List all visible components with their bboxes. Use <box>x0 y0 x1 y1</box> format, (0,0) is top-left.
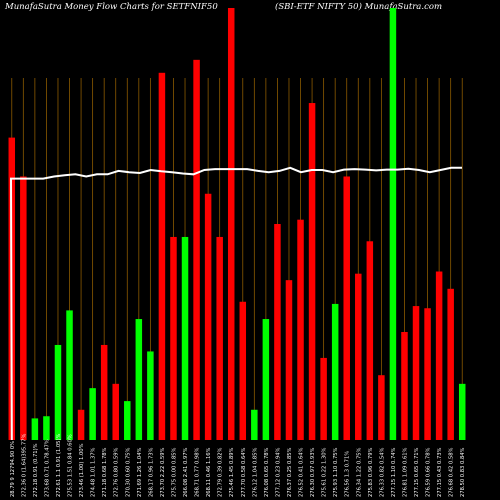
bar <box>54 344 62 440</box>
x-tick-label: 276.81 1.09 0.61% <box>402 447 408 497</box>
x-tick-label: 277.15 1.10 0.74% <box>391 447 397 497</box>
x-tick-label: 275.75 0.00 0.85% <box>171 447 177 497</box>
bar <box>20 176 27 441</box>
bar <box>401 332 408 440</box>
chart-title-left: MunafaSutra Money Flow Charts for SETFNI… <box>5 2 218 12</box>
bar <box>251 409 258 440</box>
bar <box>216 236 223 440</box>
x-tick-label: 273.70 2.22 0.59% <box>160 447 166 497</box>
x-tick-label: 268.17 0.96 1.73% <box>148 447 154 497</box>
bar <box>77 409 85 440</box>
x-tick-label: 275.61 0.22 1.30% <box>322 447 328 497</box>
bar <box>66 310 73 440</box>
bar <box>89 388 96 440</box>
x-tick-label: 266.08 2.41 0.97% <box>183 447 189 497</box>
bar <box>170 236 177 440</box>
bar <box>355 273 362 440</box>
bar <box>239 301 247 440</box>
bar <box>435 271 443 440</box>
x-tick-label: 275.53 1.51 0.84 0.60% <box>68 434 74 497</box>
x-tick-label: 273.46 (1.00) 1.00% <box>79 443 85 497</box>
x-tick-label: 273.68 0.71 0.78.47% <box>44 439 50 497</box>
x-tick-label: 28.79 9 12794.90 0% <box>10 441 16 497</box>
chart-title-right: (SBI-ETF NIFTY 50) MunafaSutra.com <box>275 2 443 12</box>
bar <box>31 418 39 440</box>
x-tick-label: 272.61 1.1 0.91 (1.05)% <box>56 434 62 497</box>
bar <box>43 416 50 440</box>
x-tick-label: 276.56 1.3 0.71% <box>345 451 351 497</box>
x-tick-label: 276.12 1.04 0.85% <box>252 447 258 497</box>
bar <box>424 308 431 440</box>
x-tick-label: 271.69 1.26 1.04% <box>137 447 143 497</box>
bar <box>412 306 420 440</box>
x-tick-label: 271.18 0.68 1.78% <box>102 447 108 497</box>
x-tick-label: 272.36 0 (1.64)395.77% <box>21 434 27 497</box>
bar <box>181 236 189 440</box>
x-tick-label: 276.33 0.82 0.54% <box>379 447 385 497</box>
bar <box>320 357 327 440</box>
bar <box>100 344 108 440</box>
money-flow-line <box>9 166 462 441</box>
bar <box>112 383 119 440</box>
bar <box>389 8 397 440</box>
x-tick-label: 276.30 0.97 0.93% <box>310 447 316 497</box>
x-tick-label: 272.76 0.80 0.59% <box>114 447 120 497</box>
x-tick-label: 276.34 1.22 0.75% <box>356 447 362 497</box>
bar <box>135 319 143 440</box>
x-tick-label: 278.50 0.83 0.84% <box>460 447 466 497</box>
bar <box>227 8 235 440</box>
x-tick-label: 270.30 0.60 0.75% <box>125 447 131 497</box>
x-tick-label: 272.79 0.39 0.82% <box>218 447 224 497</box>
bar <box>366 241 374 440</box>
x-tick-label: 276.37 0.25 0.85% <box>287 447 293 497</box>
bar <box>204 193 212 440</box>
x-tick-label: 277.70 0.58 0.64% <box>241 447 247 497</box>
x-tick-label: 276.68 0.42 0.58% <box>449 447 455 497</box>
bar <box>274 224 281 440</box>
x-tick-label: 268.71 0.77 0.98% <box>195 447 201 497</box>
x-tick-label: 275.93 1.10 0.75% <box>333 447 339 497</box>
bar <box>297 219 304 440</box>
x-tick-label: 275.46 1.45 0.89% <box>229 447 235 497</box>
bar <box>458 383 466 440</box>
bar <box>378 375 385 440</box>
x-tick-label: 277.12 0.23 0.94% <box>275 447 281 497</box>
bar <box>158 72 166 441</box>
bar <box>343 176 350 441</box>
bar <box>262 319 270 440</box>
x-tick-label: 276.52 0.41 0.64% <box>299 447 305 497</box>
bar <box>331 303 339 440</box>
x-tick-label: 277.15 0.43 0.73% <box>437 447 443 497</box>
x-tick-label: 277.15 0.65 0.71% <box>414 447 420 497</box>
bar <box>308 103 316 440</box>
x-tick-label: 274.48 1.01 1.37% <box>91 447 97 497</box>
bar <box>447 288 454 440</box>
bar <box>124 401 131 440</box>
x-tick-label: 268.11 0.46 1.16% <box>206 447 212 497</box>
bar <box>193 59 200 441</box>
x-tick-label: 276.08 0.65 0.78% <box>264 447 270 497</box>
x-tick-label: 276.59 0.66 0.78% <box>426 447 432 497</box>
bar <box>147 351 154 440</box>
bar <box>285 280 293 440</box>
x-tick-label: 272.18 0.91 (0.71)% <box>33 443 39 497</box>
x-tick-label: 275.83 0.96 0.79% <box>368 447 374 497</box>
